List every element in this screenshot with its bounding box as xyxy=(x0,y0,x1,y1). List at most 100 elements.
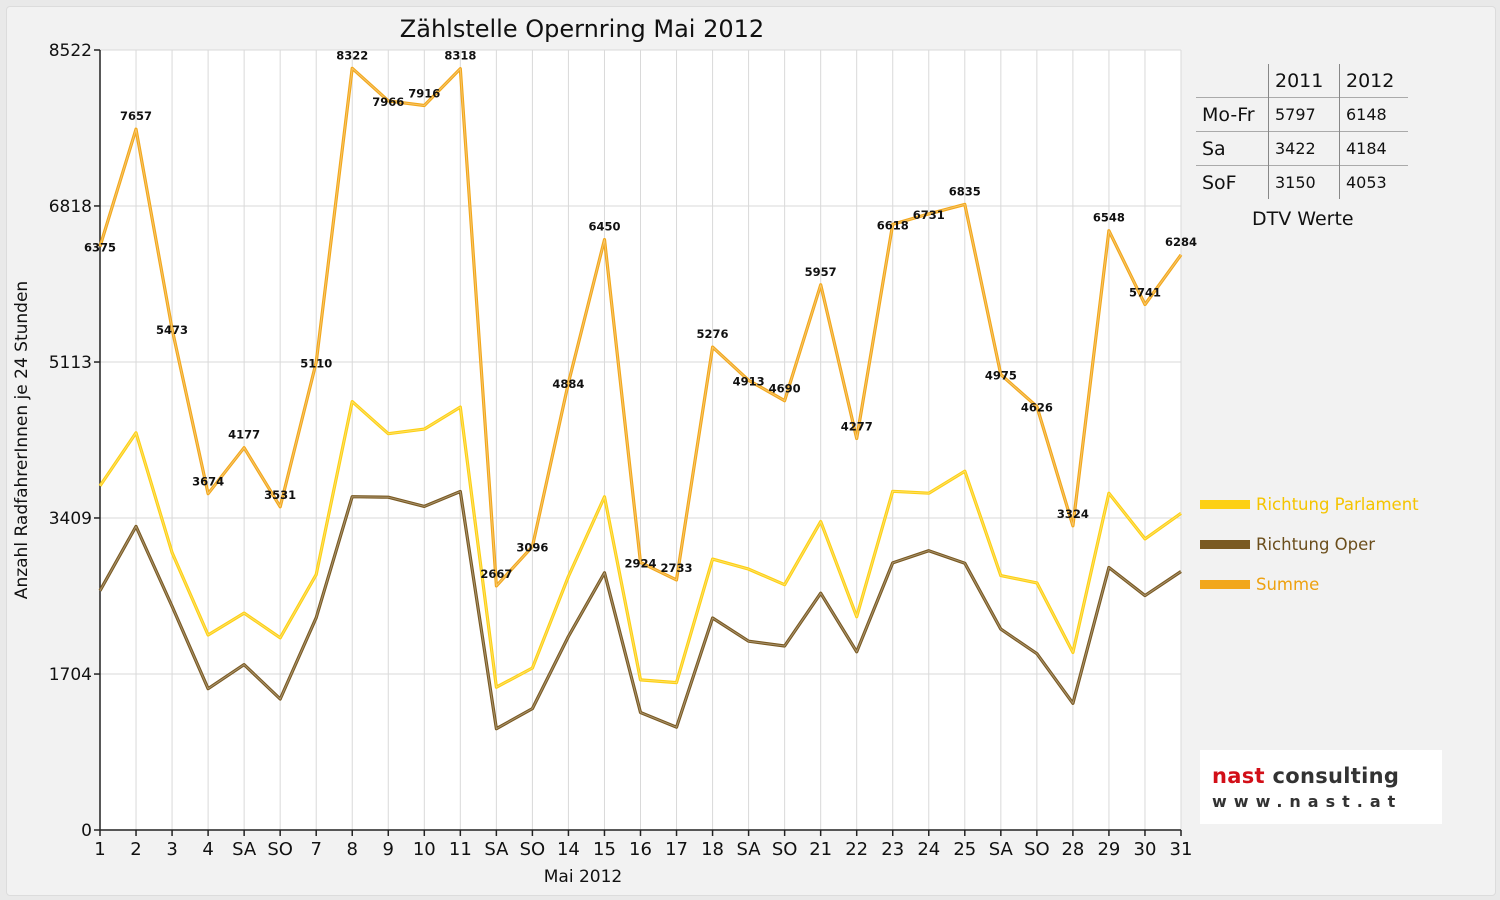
x-tick-label: 21 xyxy=(809,839,832,860)
legend-item-oper: Richtung Oper xyxy=(1200,533,1375,555)
logo-brand-red: nast xyxy=(1212,764,1265,788)
chart-title: Zählstelle Opernring Mai 2012 xyxy=(400,15,764,43)
y-tick-label: 5113 xyxy=(49,353,92,373)
data-label: 8318 xyxy=(444,49,476,63)
series-line-highlight xyxy=(99,67,1182,587)
series-line-summe xyxy=(98,66,1183,588)
x-tick-label: 16 xyxy=(629,839,652,860)
data-label: 5741 xyxy=(1129,286,1161,300)
dtv-row-sa: Sa 3422 4184 xyxy=(1196,131,1408,166)
x-tick-label: 17 xyxy=(665,839,688,860)
x-tick-label: SA xyxy=(989,839,1014,860)
x-tick-label: 24 xyxy=(917,839,940,860)
x-tick-label: 7 xyxy=(310,839,321,860)
data-label: 6731 xyxy=(913,208,945,222)
data-label: 4690 xyxy=(769,382,801,396)
logo-url: www.nast.at xyxy=(1212,792,1403,811)
dtv-row-label: Mo-Fr xyxy=(1196,97,1269,132)
dtv-table-header: 2011 2012 xyxy=(1196,64,1408,98)
data-label: 5473 xyxy=(156,323,188,337)
x-tick-label: 2 xyxy=(130,839,141,860)
dtv-table: 2011 2012 Mo-Fr 5797 6148 Sa 3422 4184 S… xyxy=(1196,64,1408,199)
x-tick-label: 14 xyxy=(557,839,580,860)
dtv-caption: DTV Werte xyxy=(1252,208,1354,230)
legend-label: Richtung Parlament xyxy=(1256,494,1419,514)
x-tick-label: SA xyxy=(232,839,257,860)
data-labels: 6375 7657 5473 3674 4177 3531 5110 8322 7966 7916… xyxy=(84,48,1197,581)
data-label: 7966 xyxy=(372,95,404,109)
data-label: 4626 xyxy=(1021,401,1053,415)
data-label: 7657 xyxy=(120,109,152,123)
legend-label: Summe xyxy=(1256,574,1320,594)
series-line-highlight xyxy=(99,401,1182,688)
dtv-header-empty xyxy=(1196,64,1269,98)
dtv-row-sof: SoF 3150 4053 xyxy=(1196,165,1408,199)
legend-swatch xyxy=(1200,499,1250,509)
dtv-row-label: SoF xyxy=(1196,165,1269,199)
series-line-richtung-oper xyxy=(98,489,1182,731)
x-tick-label: 30 xyxy=(1134,839,1157,860)
legend-item-summe: Summe xyxy=(1200,573,1319,595)
data-label: 8322 xyxy=(336,48,368,62)
legend-label: Richtung Oper xyxy=(1256,534,1376,554)
y-tick-label: 8522 xyxy=(49,41,92,61)
y-axis-label: Anzahl RadfahrerInnen je 24 Stunden xyxy=(12,281,32,599)
dtv-cell: 3422 xyxy=(1268,131,1340,166)
data-label: 3324 xyxy=(1057,507,1089,521)
data-label: 2733 xyxy=(661,561,693,575)
x-tick-label: SA xyxy=(484,839,509,860)
data-label: 4177 xyxy=(228,428,260,442)
x-tick-label: 29 xyxy=(1097,839,1120,860)
x-tick-label: 8 xyxy=(347,839,358,860)
dtv-cell: 4053 xyxy=(1339,165,1408,199)
data-label: 2924 xyxy=(624,556,656,570)
y-tick-label: 1704 xyxy=(49,665,92,685)
dtv-row-label: Sa xyxy=(1196,131,1269,166)
dtv-header-2011: 2011 xyxy=(1268,64,1340,98)
data-label: 4277 xyxy=(841,420,873,434)
dtv-row-mofr: Mo-Fr 5797 6148 xyxy=(1196,97,1408,132)
company-logo: nast consulting www.nast.at xyxy=(1200,750,1442,824)
logo-text: nast consulting xyxy=(1212,764,1399,788)
series-line-richtung-parlament xyxy=(98,400,1182,689)
data-label: 6835 xyxy=(949,184,981,198)
x-tick-label: SO xyxy=(1024,839,1050,860)
legend-swatch xyxy=(1200,579,1250,589)
dtv-cell: 3150 xyxy=(1268,165,1340,199)
x-tick-label: SO xyxy=(520,839,546,860)
x-tick-label: 10 xyxy=(413,839,436,860)
data-label: 6375 xyxy=(84,241,116,255)
data-label: 4884 xyxy=(552,377,584,391)
x-tick-label: 28 xyxy=(1061,839,1084,860)
data-label: 6548 xyxy=(1093,211,1125,225)
data-label: 4913 xyxy=(733,374,765,388)
legend-item-parlament: Richtung Parlament xyxy=(1200,493,1419,515)
dtv-header-2012: 2012 xyxy=(1339,64,1408,98)
data-label: 4975 xyxy=(985,369,1017,383)
data-label: 3096 xyxy=(516,541,548,555)
data-label: 3674 xyxy=(192,475,224,489)
x-tick-label: SO xyxy=(772,839,798,860)
x-tick-label: SO xyxy=(267,839,293,860)
x-tick-label: 9 xyxy=(383,839,394,860)
dtv-cell: 5797 xyxy=(1268,97,1340,132)
dtv-cell: 6148 xyxy=(1339,97,1408,132)
x-tick-label: SA xyxy=(737,839,762,860)
legend-swatch xyxy=(1200,539,1250,549)
data-label: 5276 xyxy=(697,327,729,341)
x-tick-label: 4 xyxy=(202,839,213,860)
x-axis-ticks: 1 2 3 4 SA SO 7 8 9 10 11 SA SO 14 15 16 17 18 SA SO 21 22 23 2… xyxy=(94,830,1192,860)
y-tick-label: 3409 xyxy=(49,509,92,529)
data-label: 5110 xyxy=(300,356,332,370)
data-label: 6618 xyxy=(877,218,909,232)
x-tick-label: 23 xyxy=(881,839,904,860)
x-tick-label: 18 xyxy=(701,839,724,860)
data-label: 6284 xyxy=(1165,235,1197,249)
x-tick-label: 3 xyxy=(166,839,177,860)
series-lines xyxy=(98,66,1183,731)
y-axis-ticks: 0 1704 3409 5113 6818 8522 xyxy=(49,41,100,841)
data-label: 7916 xyxy=(408,86,440,100)
data-label: 3531 xyxy=(264,488,296,502)
logo-brand-grey: consulting xyxy=(1272,764,1400,788)
